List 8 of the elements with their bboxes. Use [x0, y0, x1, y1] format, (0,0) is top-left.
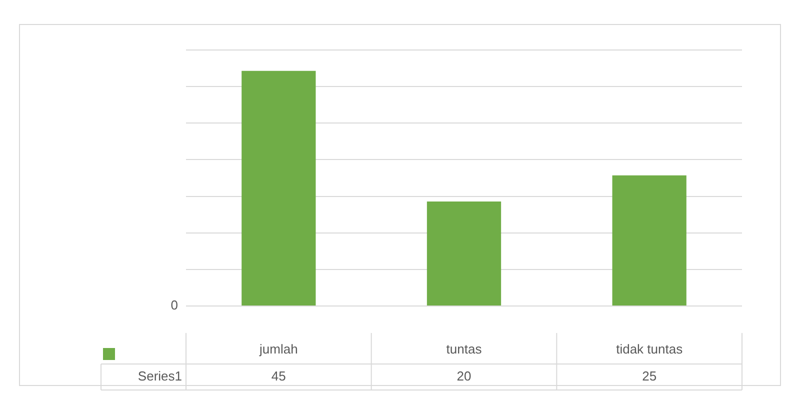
data-label: 20 [456, 368, 472, 384]
data-label: 45 [271, 368, 286, 384]
x-tick-label: tidak tuntas [616, 342, 684, 357]
text: 0 [170, 298, 178, 313]
x-tick-label: tuntas [446, 342, 482, 357]
text: Series1 [138, 368, 182, 384]
data-label: 25 [642, 368, 657, 384]
x-tick-label: jumlah [258, 342, 298, 357]
